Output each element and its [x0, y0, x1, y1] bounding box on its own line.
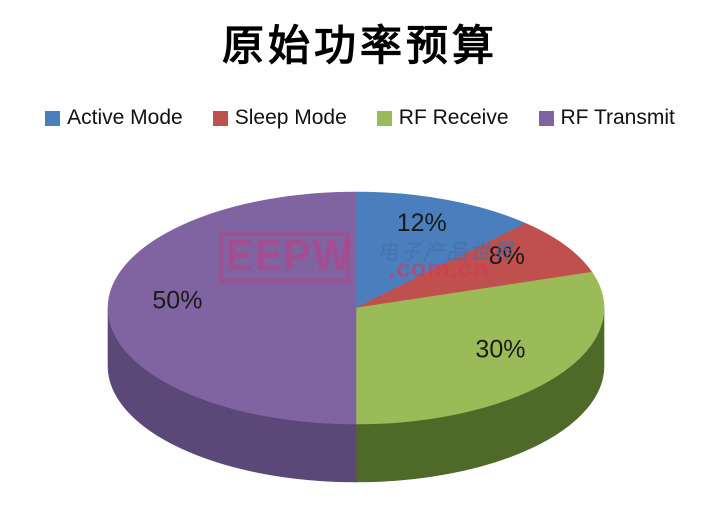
pie-label-active-mode: 12%: [397, 209, 447, 237]
pie-label-rf-receive: 30%: [475, 336, 525, 364]
legend-label-rf-transmit: RF Transmit: [560, 106, 675, 129]
legend-swatch-rf-receive: [376, 110, 392, 126]
legend-item-sleep-mode: Sleep Mode: [212, 106, 347, 130]
legend-swatch-rf-transmit: [538, 110, 554, 126]
pie-slice-rf-transmit: [107, 191, 357, 425]
legend-swatch-active-mode: [45, 110, 61, 126]
pie-slice-rf-receive: [355, 271, 605, 425]
pie-slice-sleep-mode: [355, 223, 593, 309]
legend: Active Mode Sleep Mode RF Receive RF Tra…: [0, 106, 720, 130]
legend-item-active-mode: Active Mode: [45, 106, 183, 130]
pie-label-sleep-mode: 8%: [489, 242, 525, 270]
legend-label-sleep-mode: Sleep Mode: [234, 106, 347, 129]
legend-label-rf-receive: RF Receive: [398, 106, 509, 129]
legend-label-active-mode: Active Mode: [67, 106, 183, 129]
pie-label-rf-transmit: 50%: [152, 287, 202, 315]
legend-item-rf-transmit: RF Transmit: [538, 106, 675, 130]
legend-swatch-sleep-mode: [212, 110, 228, 126]
pie-slice-active-mode: [355, 191, 527, 309]
legend-item-rf-receive: RF Receive: [376, 106, 509, 130]
chart-title: 原始功率预算: [221, 21, 498, 70]
